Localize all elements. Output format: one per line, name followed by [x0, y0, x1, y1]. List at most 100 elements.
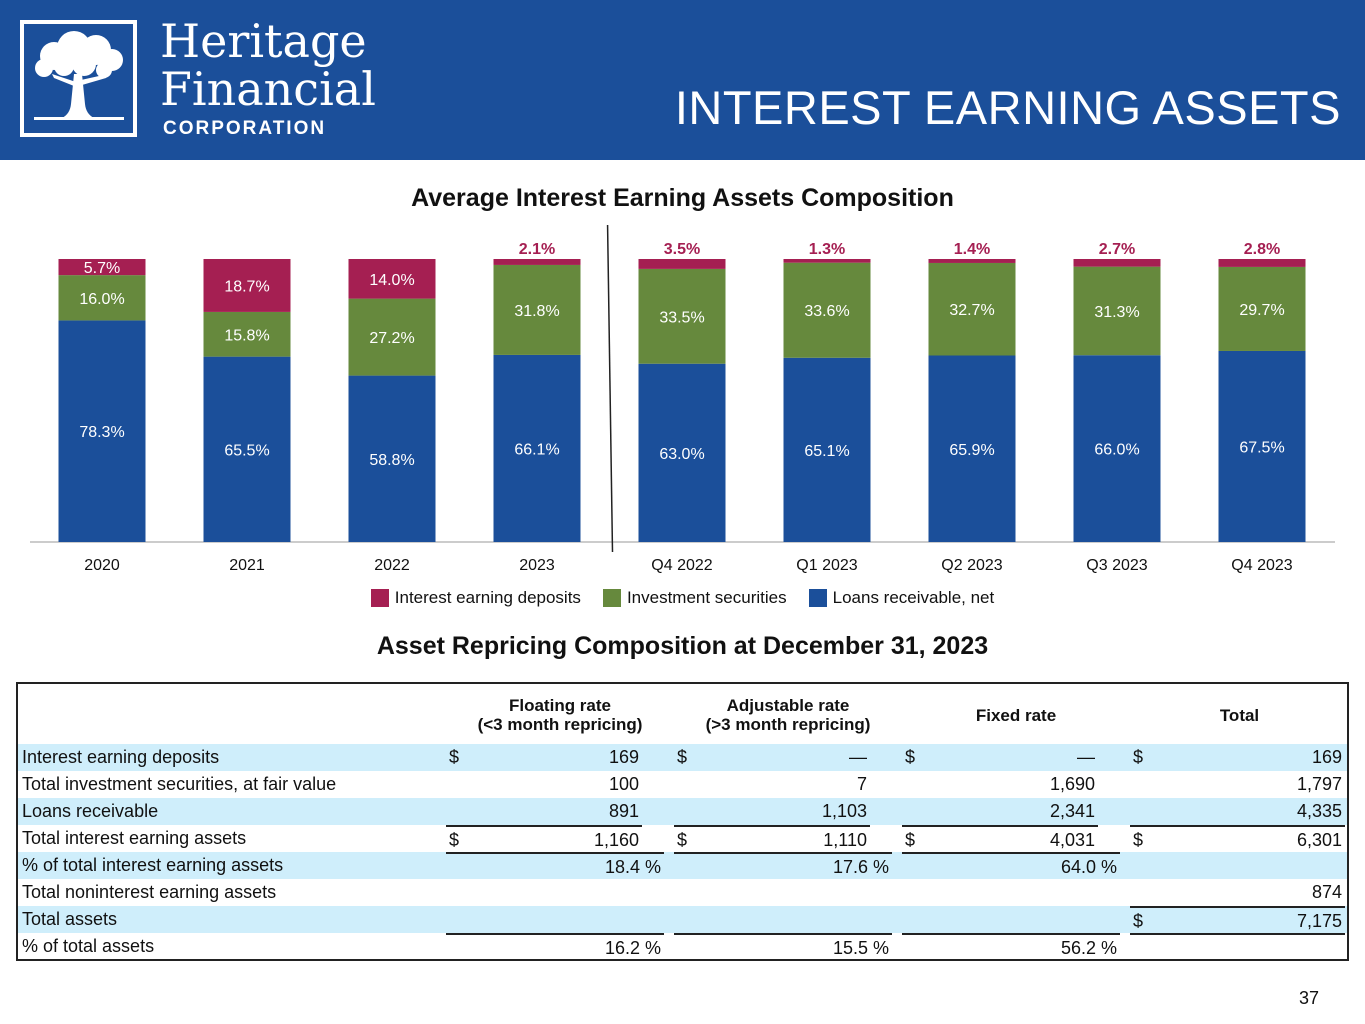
currency-symbol: $ — [449, 747, 460, 767]
cell-value: — — [1077, 747, 1095, 767]
data-label: 29.7% — [1239, 302, 1284, 319]
bar-segment — [203, 356, 291, 542]
legend-item-deposits: Interest earning deposits — [370, 588, 581, 608]
currency-symbol: $ — [449, 830, 460, 850]
data-label: 67.5% — [1239, 439, 1284, 456]
data-label: 65.9% — [949, 442, 994, 459]
currency-symbol: $ — [677, 747, 688, 767]
table-cell: $1,110 — [674, 825, 870, 852]
table-cell: $169 — [446, 744, 642, 771]
data-label: 14.0% — [369, 272, 414, 289]
table-cell: 100 — [446, 771, 642, 798]
data-label: 18.7% — [224, 278, 269, 295]
table-cell — [902, 879, 1098, 906]
cell-value: 1,103 — [821, 801, 867, 821]
bar-segment — [203, 259, 291, 312]
table-row: % of total interest earning assets 18.4 %… — [18, 852, 1347, 879]
stacked-bar-chart: 78.3% 16.0% 5.7% 2020 65.5% 15.8% 18.7% 2021 58.… — [30, 225, 1335, 574]
x-tick-label: Q4 2023 — [1231, 557, 1292, 574]
data-label: 66.1% — [514, 441, 559, 458]
col-header-fixed: Fixed rate — [902, 684, 1130, 746]
col-header-floating-line1: Floating rate — [508, 696, 611, 715]
currency-symbol: $ — [1133, 911, 1144, 931]
logo-name-line2: Financial — [160, 62, 376, 116]
table-cell: 17.6 % — [674, 852, 892, 879]
legend-label-deposits: Interest earning deposits — [394, 588, 581, 607]
bar-segment — [783, 262, 871, 358]
bar-segment — [58, 275, 146, 321]
x-tick-label: 2022 — [374, 557, 410, 574]
col-header-floating: Floating rate (<3 month repricing) — [446, 684, 674, 746]
table-cell — [674, 879, 870, 906]
row-label: % of total interest earning assets — [22, 855, 284, 875]
bar-segment — [1073, 266, 1161, 356]
cell-value: 18.4 % — [604, 857, 661, 877]
bar-segment — [348, 298, 436, 376]
bar-segment — [493, 264, 581, 355]
table-row: Total interest earning assets $1,160 $1,11… — [18, 825, 1347, 852]
col-header-adjustable-line2: (>3 month repricing) — [705, 715, 871, 734]
table-cell: 891 — [446, 798, 642, 825]
repricing-table: Floating rate (<3 month repricing) Adjust… — [16, 682, 1349, 961]
logo-corporation: CORPORATION — [163, 118, 327, 139]
col-header-fixed-label: Fixed rate — [975, 705, 1057, 725]
data-label: 66.0% — [1094, 442, 1139, 459]
chart-legend: Interest earning deposits Investment sec… — [0, 588, 1365, 608]
bar-segment — [1218, 266, 1306, 351]
data-label: 3.5% — [664, 241, 700, 258]
legend-label-securities: Investment securities — [626, 588, 787, 607]
bar-segment — [638, 268, 726, 364]
data-label: 65.5% — [224, 442, 269, 459]
bar-segment — [1073, 259, 1161, 267]
data-label: 65.1% — [804, 443, 849, 460]
col-header-total-label: Total — [1219, 705, 1260, 725]
table-cell: 874 — [1130, 879, 1345, 906]
table-cell: 18.4 % — [446, 852, 664, 879]
table-row: % of total assets 16.2 % 15.5 % 56.2 % — [18, 933, 1347, 960]
row-label: Total noninterest earning assets — [22, 882, 277, 902]
table-cell: 56.2 % — [902, 933, 1120, 960]
row-label: Total investment securities, at fair val… — [22, 774, 337, 794]
bar-segment — [928, 355, 1016, 542]
legend-swatch-loans — [808, 589, 827, 607]
row-label: Total assets — [22, 909, 118, 929]
bar-segment — [928, 262, 1016, 356]
cell-value: 1,160 — [593, 830, 639, 850]
col-header-adjustable: Adjustable rate (>3 month repricing) — [674, 684, 902, 746]
bar-segment — [1218, 259, 1306, 267]
cell-value: 7 — [856, 774, 867, 794]
table-cell: 1,797 — [1130, 771, 1345, 798]
table-row: Loans receivable 891 1,103 2,341 4,335 — [18, 798, 1347, 825]
row-label: Total interest earning assets — [22, 828, 247, 848]
legend-swatch-securities — [602, 589, 621, 607]
x-tick-label: Q1 2023 — [796, 557, 857, 574]
table-cell: $4,031 — [902, 825, 1098, 852]
header-banner: Heritage Financial CORPORATION INTEREST … — [0, 0, 1365, 160]
cell-value: 56.2 % — [1060, 938, 1117, 958]
currency-symbol: $ — [1133, 747, 1144, 767]
data-label: 15.8% — [224, 327, 269, 344]
cell-value: 64.0 % — [1060, 857, 1117, 877]
data-label: 2.1% — [519, 241, 555, 258]
table-cell: 1,103 — [674, 798, 870, 825]
table-cell — [446, 906, 642, 933]
table-cell: 7 — [674, 771, 870, 798]
table-cell: 64.0 % — [902, 852, 1120, 879]
row-label: Loans receivable — [22, 801, 159, 821]
table-cell — [1130, 852, 1345, 879]
table-cell: 4,335 — [1130, 798, 1345, 825]
table-cell: $169 — [1130, 744, 1345, 771]
table-row: Total assets $7,175 — [18, 906, 1347, 933]
currency-symbol: $ — [677, 830, 688, 850]
data-label: 1.3% — [809, 241, 845, 258]
currency-symbol: $ — [905, 747, 916, 767]
data-label: 1.4% — [954, 241, 990, 258]
table-cell — [902, 906, 1098, 933]
data-label: 31.3% — [1094, 304, 1139, 321]
cell-value: 7,175 — [1296, 911, 1342, 931]
bar-segment — [348, 259, 436, 299]
currency-symbol: $ — [905, 830, 916, 850]
bar-segment — [783, 259, 871, 263]
x-tick-label: 2023 — [519, 557, 555, 574]
period-divider-line — [606, 225, 614, 553]
